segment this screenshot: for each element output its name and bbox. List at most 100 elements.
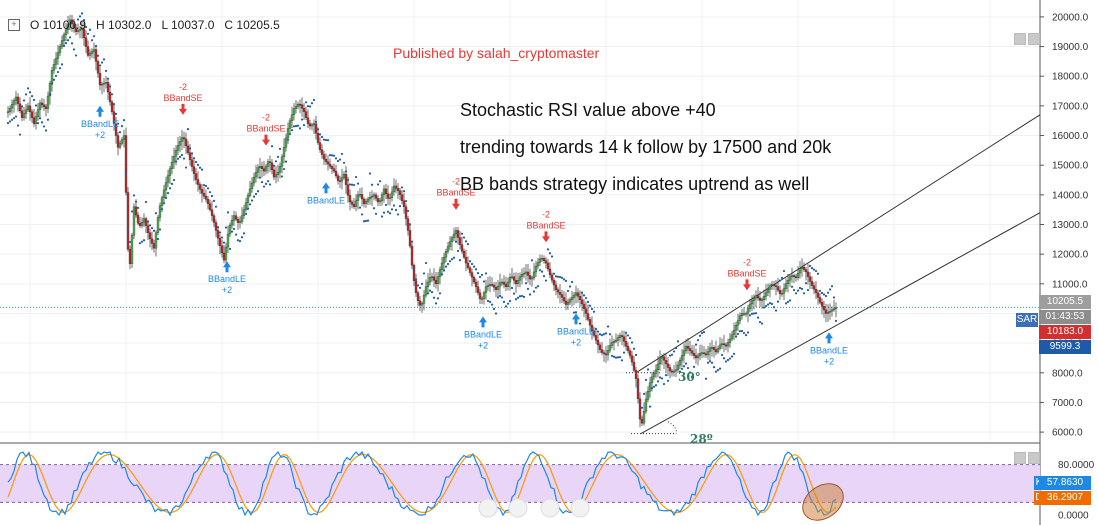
candle-body xyxy=(414,280,418,293)
sar-dot xyxy=(78,15,82,18)
pane-maximize-icon[interactable] xyxy=(1028,33,1040,45)
sar-dot xyxy=(394,208,398,212)
candle-body xyxy=(476,286,480,293)
candle-body xyxy=(260,166,264,169)
sar-dot xyxy=(558,275,562,279)
candle-body xyxy=(252,176,256,184)
candle-body xyxy=(622,336,626,342)
angle-label: 28º xyxy=(690,432,713,446)
candle-body xyxy=(552,280,556,286)
candle-body xyxy=(466,262,470,268)
candle-body xyxy=(610,342,614,346)
sar-dot xyxy=(496,296,500,299)
candle-body xyxy=(798,268,802,274)
sar-dot xyxy=(358,206,362,209)
sar-dot xyxy=(434,302,438,305)
sar-dot xyxy=(764,304,768,308)
candle-body xyxy=(518,276,522,281)
candle-body xyxy=(450,237,454,242)
highlight-ellipse xyxy=(802,483,844,521)
candle-body xyxy=(154,232,158,249)
sar-dot xyxy=(762,306,766,309)
candle-body xyxy=(686,345,690,349)
sell-arrow-icon xyxy=(262,134,270,146)
candle-body xyxy=(488,284,492,286)
sar-dot xyxy=(198,166,202,169)
candle-body xyxy=(618,335,622,338)
candle-body xyxy=(734,325,738,331)
candle-body xyxy=(684,345,688,351)
channel-upper-line xyxy=(635,114,1041,374)
sar-dot xyxy=(480,273,484,277)
candle-body xyxy=(342,173,346,178)
candle-body xyxy=(136,214,140,224)
candle-body xyxy=(630,355,634,363)
sar-dot xyxy=(794,292,798,295)
candle-body xyxy=(544,260,548,264)
toolbar-circle-icon xyxy=(540,498,560,518)
pane-minimize-icon[interactable] xyxy=(1014,452,1026,464)
signal-label: BBandSE xyxy=(436,188,475,198)
sar-dot xyxy=(364,219,368,223)
sar-dot xyxy=(414,278,418,281)
sar-dot xyxy=(408,223,412,226)
angle-arc xyxy=(667,421,677,434)
candle-body xyxy=(446,246,450,252)
toolbar-circle-icon xyxy=(478,498,498,518)
sar-dot xyxy=(278,147,282,150)
candle-body xyxy=(606,350,610,356)
crosshair-icon[interactable]: + xyxy=(8,19,20,31)
sar-dot xyxy=(666,379,670,382)
sar-dot xyxy=(344,170,348,173)
sar-dot xyxy=(196,163,200,166)
sar-dot xyxy=(650,387,654,390)
sar-dot xyxy=(466,242,470,246)
sar-dot xyxy=(694,343,698,346)
candle-body xyxy=(486,285,490,287)
candle-body xyxy=(372,194,376,197)
sar-dot xyxy=(516,296,520,299)
candle-body xyxy=(512,276,516,281)
candle-body xyxy=(626,345,630,351)
band-value-tag: 9599.3 xyxy=(1039,340,1091,354)
candle-body xyxy=(174,150,178,157)
note-line-2: trending towards 14 k follow by 17500 an… xyxy=(460,137,832,157)
buy-arrow-icon xyxy=(96,105,104,117)
candle-body xyxy=(210,209,214,216)
candle-body xyxy=(390,191,394,198)
sar-dot xyxy=(470,262,474,266)
sar-dot xyxy=(744,334,748,337)
sell-arrow-icon xyxy=(179,103,187,115)
sar-dot xyxy=(134,200,138,203)
sar-dot xyxy=(230,230,234,233)
sar-dot xyxy=(272,164,276,167)
stoch-pane-controls[interactable] xyxy=(1014,452,1040,464)
sar-dot xyxy=(220,236,224,239)
sar-dot xyxy=(304,101,308,104)
sar-dot xyxy=(592,310,596,313)
candle-body xyxy=(124,135,128,193)
axis-tick-label: 20000.0 xyxy=(1052,12,1089,23)
candle-body xyxy=(280,156,284,167)
candle-body xyxy=(560,294,564,298)
sar-dot xyxy=(742,331,746,335)
sar-dot xyxy=(512,292,516,295)
sar-dot xyxy=(318,133,322,136)
sar-dot xyxy=(804,282,808,285)
sar-dot xyxy=(768,301,772,305)
main-pane-controls[interactable] xyxy=(1014,33,1040,45)
axis-tick-label: 17000.0 xyxy=(1052,101,1089,112)
candle-body xyxy=(224,246,228,261)
pane-minimize-icon[interactable] xyxy=(1014,33,1026,45)
sar-dot xyxy=(756,316,760,319)
sar-dot xyxy=(254,192,258,196)
sar-dot xyxy=(624,331,628,334)
pane-maximize-icon[interactable] xyxy=(1028,452,1040,464)
candle-body xyxy=(184,138,188,147)
candle-body xyxy=(472,277,476,283)
sar-dot xyxy=(746,331,750,334)
candle-body xyxy=(438,269,442,277)
candle-body xyxy=(592,330,596,336)
sar-dot xyxy=(242,232,246,235)
